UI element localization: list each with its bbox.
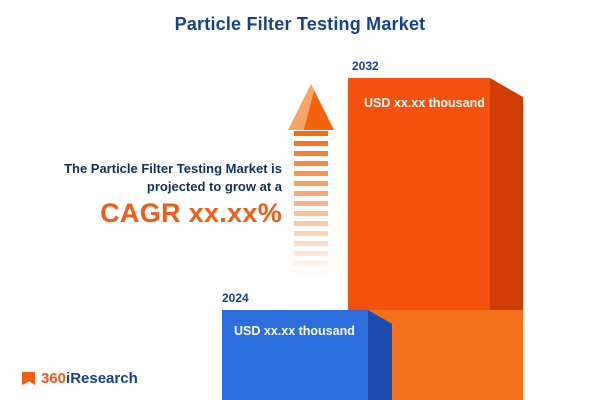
brand-logo-suffix: iResearch: [66, 370, 138, 387]
brand-logo: 360 iResearch: [22, 370, 138, 387]
bar-2024-side-face: [368, 310, 392, 400]
intro-text: The Particle Filter Testing Market is pr…: [12, 160, 282, 228]
intro-line-2: projected to grow at a: [146, 179, 282, 194]
bar-year-label-2024: 2024: [222, 291, 249, 305]
bar-2024: [222, 310, 368, 400]
page-title: Particle Filter Testing Market: [174, 14, 426, 34]
growth-arrow-shaft-icon: [294, 131, 328, 273]
brand-logo-icon: [22, 372, 35, 385]
brand-logo-prefix: 360: [41, 370, 67, 387]
growth-arrow-head-icon: [288, 84, 334, 130]
cagr-value: CAGR xx.xx%: [100, 198, 282, 228]
bar-value-2024: USD xx.xx thousand: [234, 324, 355, 338]
bar-value-2032: USD xx.xx thousand: [364, 96, 485, 110]
bar-year-label-2032: 2032: [352, 59, 379, 73]
intro-line-1: The Particle Filter Testing Market is: [64, 161, 282, 176]
